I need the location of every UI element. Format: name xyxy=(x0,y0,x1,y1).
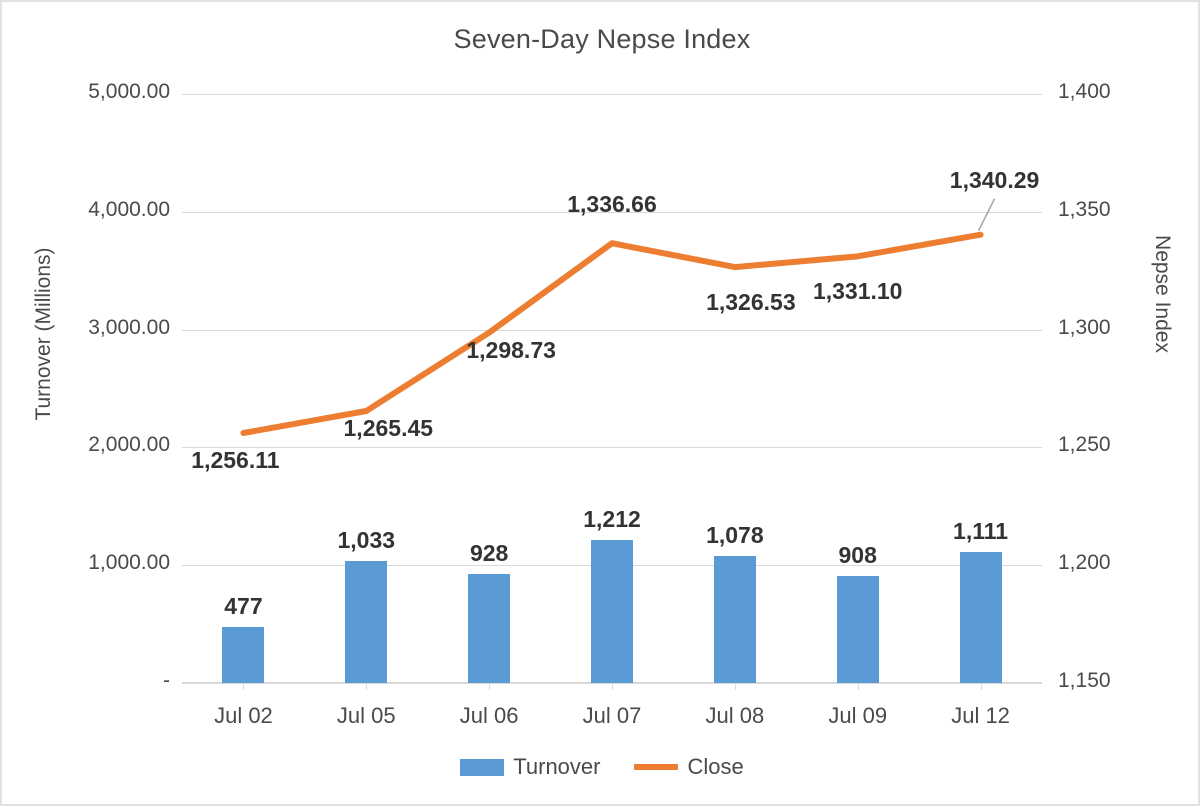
bar-data-label: 1,111 xyxy=(953,518,1009,545)
y-axis-right-tick-label: 1,250 xyxy=(1058,433,1111,457)
legend-bar-swatch-icon xyxy=(460,758,505,776)
y-axis-right-tick-label: 1,300 xyxy=(1058,315,1111,339)
bar-data-label: 477 xyxy=(224,592,263,619)
x-axis-tick-mark xyxy=(366,683,368,690)
x-axis-tick-mark xyxy=(243,683,245,690)
x-axis-tick-mark xyxy=(980,683,982,690)
y-axis-left-tick-label: 1,000.00 xyxy=(88,551,170,575)
x-axis-tick-label: Jul 12 xyxy=(951,703,1010,728)
y-axis-left-tick-label: 5,000.00 xyxy=(88,80,170,103)
x-axis-tick-label: Jul 02 xyxy=(214,703,273,728)
bar-data-label: 1,078 xyxy=(706,522,764,548)
line-data-label: 1,298.73 xyxy=(466,336,556,363)
line-data-label: 1,256.11 xyxy=(191,447,280,473)
bar-data-label: 928 xyxy=(469,539,509,566)
x-axis-tick-label: Jul 05 xyxy=(336,703,396,728)
gridline xyxy=(182,329,1042,331)
x-axis-tick-mark xyxy=(612,683,613,690)
bar[interactable] xyxy=(713,556,756,683)
line-data-label: 1,265.45 xyxy=(343,414,434,441)
line-data-label: 1,331.10 xyxy=(812,278,903,305)
bar-data-label: 1,212 xyxy=(583,506,641,533)
bar[interactable] xyxy=(836,576,879,683)
chart-legend: Turnover Close xyxy=(2,754,1198,780)
x-axis-tick-label: Jul 07 xyxy=(582,703,642,728)
legend-line-swatch-icon xyxy=(634,764,679,770)
x-axis-tick-mark xyxy=(857,683,859,690)
label-leader-line xyxy=(977,198,996,232)
line-data-label: 1,326.53 xyxy=(706,289,796,316)
x-axis-tick-label: Jul 09 xyxy=(828,703,888,728)
gridline xyxy=(182,447,1042,449)
x-axis-tick-label: Jul 08 xyxy=(705,703,765,728)
bar-data-label: 908 xyxy=(838,542,877,569)
legend-label: Close xyxy=(687,754,744,779)
x-axis-tick-label: Jul 06 xyxy=(459,703,519,728)
y-axis-right-tick-label: 1,400 xyxy=(1058,80,1111,103)
y-axis-right-tick-label: 1,200 xyxy=(1058,551,1111,575)
y-axis-left-tick-label: 4,000.00 xyxy=(88,197,170,221)
x-axis-tick-mark xyxy=(734,683,736,690)
bar-data-label: 1,033 xyxy=(337,527,396,554)
legend-item[interactable]: Close xyxy=(634,754,744,780)
bar[interactable] xyxy=(345,561,388,683)
y-axis-right-tick-label: 1,350 xyxy=(1058,197,1111,221)
legend-item[interactable]: Turnover xyxy=(460,754,600,780)
close-line[interactable] xyxy=(240,231,984,437)
y-axis-left-tick-label: 3,000.00 xyxy=(88,315,170,339)
gridline xyxy=(182,94,1042,95)
x-axis-tick-mark xyxy=(489,683,491,690)
bar[interactable] xyxy=(959,552,1002,683)
plot-area: 477 1,033 928 1,212 1,078 908 1,111 1,256.11 1,… xyxy=(182,94,1042,728)
legend-label: Turnover xyxy=(513,754,601,779)
bar[interactable] xyxy=(468,573,511,683)
line-data-label: 1,336.66 xyxy=(567,191,657,218)
line-data-label: 1,340.29 xyxy=(949,166,1040,193)
gridline xyxy=(182,211,1042,213)
y-axis-left-tick-label: 2,000.00 xyxy=(88,433,170,457)
bar[interactable] xyxy=(591,540,633,683)
y-axis-left-tick-label: - xyxy=(163,669,170,692)
bar[interactable] xyxy=(222,626,265,683)
chart-title: Seven-Day Nepse Index xyxy=(453,24,751,54)
y-axis-right-tick-label: 1,150 xyxy=(1058,669,1111,692)
